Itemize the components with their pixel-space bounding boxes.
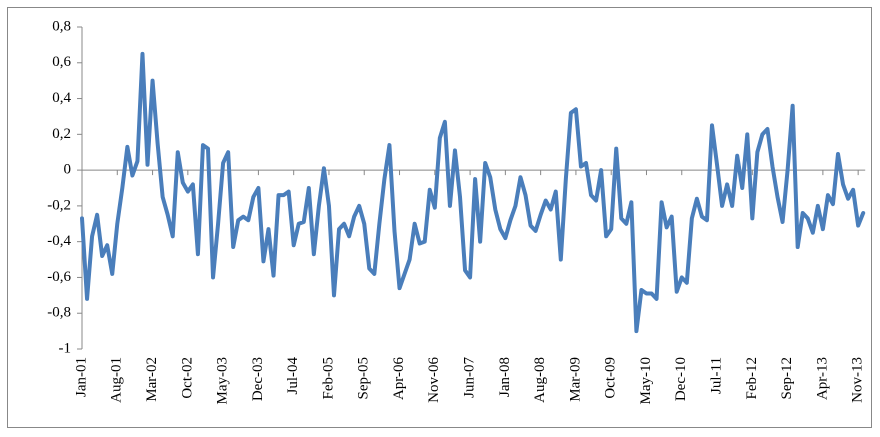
x-tick-label: Dec-03	[250, 357, 266, 401]
x-tick-label: May-03	[215, 357, 231, 405]
x-tick-label: Aug-01	[109, 357, 125, 403]
y-tick-label: -1	[59, 340, 72, 356]
y-tick-label: 0,2	[52, 126, 71, 142]
y-tick-label: 0,8	[52, 18, 71, 34]
y-tick-label: 0	[64, 162, 72, 178]
x-tick-label: Aug-08	[532, 357, 548, 403]
x-tick-label: Apr-13	[814, 357, 830, 400]
x-tick-label: Sep-05	[356, 357, 372, 400]
x-tick-label: Mar-02	[144, 357, 160, 402]
y-tick-label: -0,2	[47, 197, 71, 213]
x-tick-label: May-10	[638, 357, 654, 405]
x-tick-label: Oct-02	[179, 357, 195, 399]
x-tick-label: Jun-07	[462, 357, 478, 398]
x-tick-label: Jul-04	[285, 357, 301, 395]
x-tick-label: Apr-06	[391, 357, 407, 401]
x-tick-label: Nov-13	[850, 357, 866, 403]
y-tick-label: -0,6	[47, 269, 71, 285]
data-line	[80, 51, 866, 334]
x-tick-label: Feb-05	[320, 357, 336, 400]
y-tick-label: -0,8	[47, 305, 71, 321]
x-tick-label: Sep-12	[779, 357, 795, 400]
x-tick-label: Jan-08	[497, 357, 513, 397]
x-tick-label: Mar-09	[567, 357, 583, 402]
y-tick-label: 0,6	[52, 54, 71, 70]
x-tick-label: Jan-01	[73, 357, 89, 397]
x-tick-label: Dec-10	[673, 357, 689, 401]
x-tick-label: Oct-09	[603, 357, 619, 399]
x-tick-label: Feb-12	[744, 357, 760, 400]
y-tick-label: 0,4	[52, 90, 71, 106]
x-tick-label: Nov-06	[426, 357, 442, 403]
y-tick-label: -0,4	[47, 233, 71, 249]
chart-border	[7, 7, 872, 428]
x-tick-label: Jul-11	[708, 357, 724, 394]
